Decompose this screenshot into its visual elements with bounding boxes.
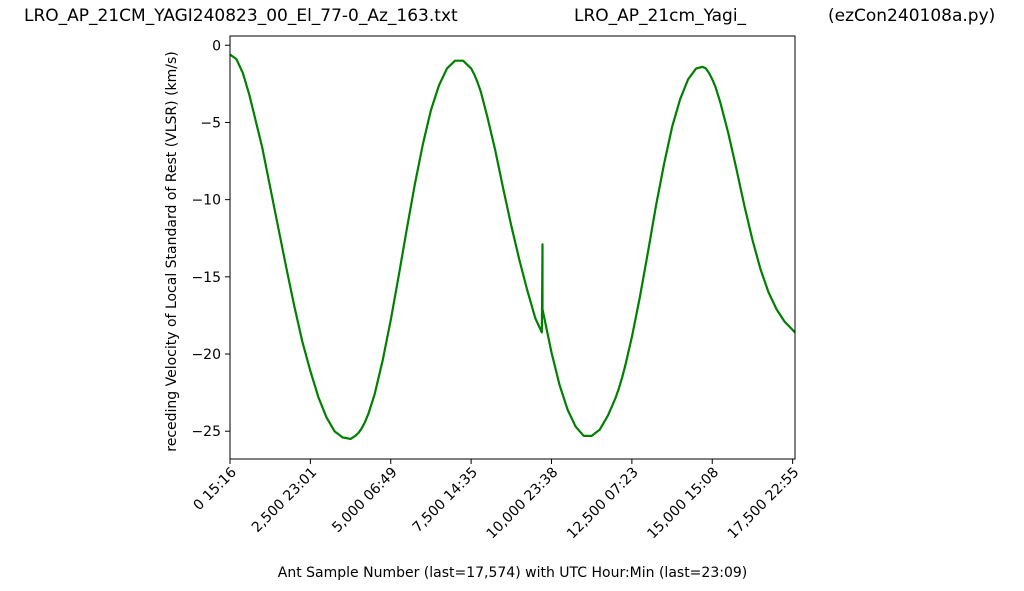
vlsr-series-line xyxy=(229,53,796,441)
program-name-header: (ezCon240108a.py) xyxy=(828,6,996,26)
y-tick-label: −20 xyxy=(191,347,221,363)
y-tick-label: −15 xyxy=(191,270,221,286)
x-tick-label: 12,500 07:23 xyxy=(564,465,642,543)
y-tick-label: −25 xyxy=(191,424,221,440)
x-tick-label: 17,500 22:55 xyxy=(725,465,803,543)
ticks-layer: 0 −5 −10 −15 −20 −25 0 15:16 2,500 23:01 5,000 0… xyxy=(191,38,803,542)
x-tick-label: 7,500 14:35 xyxy=(410,465,481,536)
x-tick-label: 15,000 15:08 xyxy=(644,465,722,543)
station-name-header: LRO_AP_21cm_Yagi_ xyxy=(574,6,747,26)
x-axis-label: Ant Sample Number (last=17,574) with UTC… xyxy=(278,565,747,581)
y-tick-label: −10 xyxy=(191,193,221,209)
x-tick-label: 2,500 23:01 xyxy=(249,465,320,536)
y-axis-label: receding Velocity of Local Standard of R… xyxy=(164,51,180,451)
x-tick-label: 10,000 23:38 xyxy=(484,465,562,543)
x-tick-label: 5,000 06:49 xyxy=(329,465,400,536)
x-tick-label: 0 15:16 xyxy=(191,464,240,513)
y-tick-label: −5 xyxy=(200,115,221,131)
plot-frame xyxy=(229,35,796,460)
file-name-header: LRO_AP_21CM_YAGI240823_00_El_77-0_Az_163… xyxy=(24,6,458,26)
y-tick-label: 0 xyxy=(212,38,221,54)
